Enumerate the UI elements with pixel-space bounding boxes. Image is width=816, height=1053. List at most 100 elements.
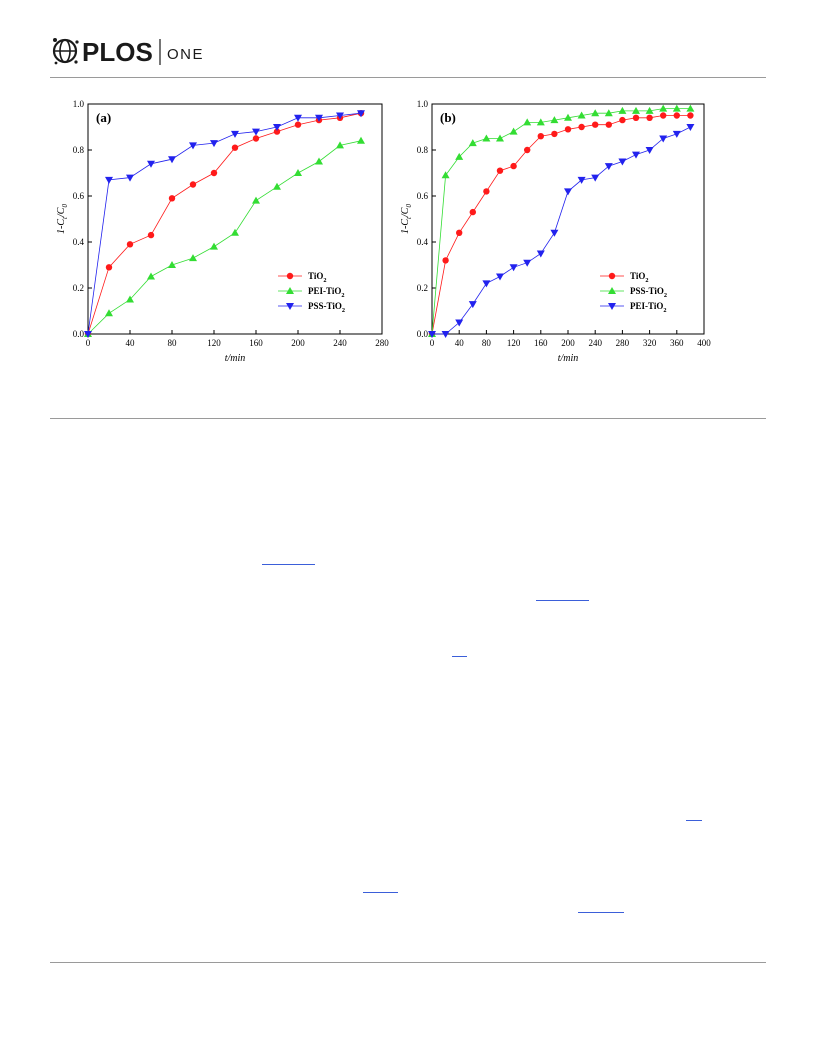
figure-divider: [50, 418, 766, 419]
data-point: [564, 113, 572, 121]
data-point: [294, 121, 302, 128]
panel-label: (a): [96, 110, 111, 125]
data-point: [455, 152, 464, 160]
data-point: [469, 208, 476, 216]
data-point: [496, 134, 504, 142]
reference-link[interactable]: [686, 820, 702, 821]
reference-link[interactable]: [452, 656, 467, 657]
data-point: [672, 130, 681, 138]
data-point: [210, 169, 218, 177]
x-tick-label: 400: [697, 338, 711, 348]
legend-entry: PSS-TiO2: [630, 286, 667, 299]
y-tick-label: 0.8: [73, 145, 85, 155]
legend-entry: PSS-TiO2: [308, 301, 345, 314]
data-point: [496, 273, 504, 281]
x-tick-label: 240: [588, 338, 602, 348]
y-tick-label: 0.2: [73, 283, 84, 293]
data-point: [578, 123, 585, 131]
x-tick-label: 120: [207, 338, 221, 348]
data-point: [591, 174, 600, 182]
legend-entry: PEI-TiO2: [308, 286, 345, 299]
data-point: [441, 171, 450, 179]
data-point: [252, 135, 260, 142]
data-point: [315, 157, 323, 165]
data-point: [456, 229, 463, 236]
chart-panel-a: 0 40 80 120 160 200 240 280 0.0 0.2 0.4 0.6 0.8 1.0 (a…: [50, 90, 390, 385]
data-point: [645, 106, 654, 114]
data-point: [496, 167, 504, 174]
x-tick-label: 200: [561, 338, 575, 348]
data-point: [126, 174, 134, 182]
y-tick-label: 0.0: [73, 329, 85, 339]
data-point: [686, 104, 695, 112]
data-point: [231, 144, 239, 151]
data-point: [577, 176, 586, 184]
y-tick-label: 0.4: [73, 237, 85, 247]
data-point: [252, 128, 260, 136]
x-tick-label: 320: [643, 338, 657, 348]
data-point: [168, 195, 176, 202]
x-tick-label: 0: [86, 338, 91, 348]
data-point: [551, 130, 558, 138]
x-tick-label: 40: [126, 338, 136, 348]
data-point: [294, 114, 302, 122]
reference-link[interactable]: [262, 564, 315, 565]
legend-marker: [286, 272, 294, 280]
data-point: [536, 118, 545, 126]
data-point: [646, 114, 653, 121]
legend-entry: TiO2: [308, 271, 327, 284]
plos-globe-icon: [52, 38, 79, 65]
data-point: [455, 319, 464, 327]
data-point: [604, 163, 613, 171]
reference-link[interactable]: [536, 600, 589, 601]
panel-label: (b): [440, 110, 456, 125]
series-line: [432, 126, 691, 335]
data-point: [84, 331, 92, 338]
y-tick-label: 0.0: [417, 329, 429, 339]
y-axis-label: 1-Ct/C0: [400, 204, 413, 234]
x-tick-label: 160: [534, 338, 548, 348]
data-point: [105, 264, 113, 271]
data-point: [523, 118, 532, 126]
brand-text: PLOS: [82, 37, 153, 67]
data-point: [168, 261, 176, 268]
data-point: [210, 140, 218, 148]
data-point: [357, 136, 365, 144]
reference-link[interactable]: [363, 892, 398, 893]
x-tick-label: 160: [249, 338, 263, 348]
data-point: [231, 228, 239, 236]
x-tick-label: 280: [375, 338, 389, 348]
data-point: [273, 182, 281, 190]
y-tick-label: 1.0: [417, 99, 429, 109]
data-point: [189, 254, 197, 262]
legend-entry: PEI-TiO2: [630, 301, 667, 314]
legend-marker: [608, 303, 616, 310]
data-point: [686, 124, 695, 131]
data-point: [536, 250, 545, 258]
data-point: [687, 112, 694, 119]
journal-text: ONE: [167, 46, 204, 63]
x-tick-label: 200: [291, 338, 305, 348]
data-point: [632, 151, 640, 159]
legend-marker: [286, 287, 294, 294]
data-point: [252, 196, 260, 204]
y-tick-label: 0.8: [417, 145, 429, 155]
x-axis-label: t/min: [225, 353, 246, 364]
data-point: [550, 116, 559, 124]
y-tick-label: 0.6: [73, 191, 85, 201]
x-axis-label: t/min: [558, 353, 579, 364]
data-point: [147, 160, 155, 168]
y-tick-label: 1.0: [73, 99, 85, 109]
data-point: [524, 146, 531, 154]
plos-one-logo[interactable]: PLOS ONE: [50, 34, 220, 70]
chart-a-svg: 0 40 80 120 160 200 240 280 0.0 0.2 0.4 0.6 0.8 1.0 (a…: [56, 99, 389, 364]
chart-panel-b: 0 40 80 120 160 200 240 280 320 360 400 0.0 0.2 0.4 0.…: [394, 90, 724, 385]
header-divider: [50, 77, 766, 78]
data-point: [126, 295, 134, 303]
data-point: [632, 114, 640, 121]
x-tick-label: 80: [482, 338, 492, 348]
data-point: [147, 231, 155, 239]
data-point: [294, 169, 302, 176]
reference-link[interactable]: [578, 912, 624, 913]
data-point: [441, 331, 450, 338]
